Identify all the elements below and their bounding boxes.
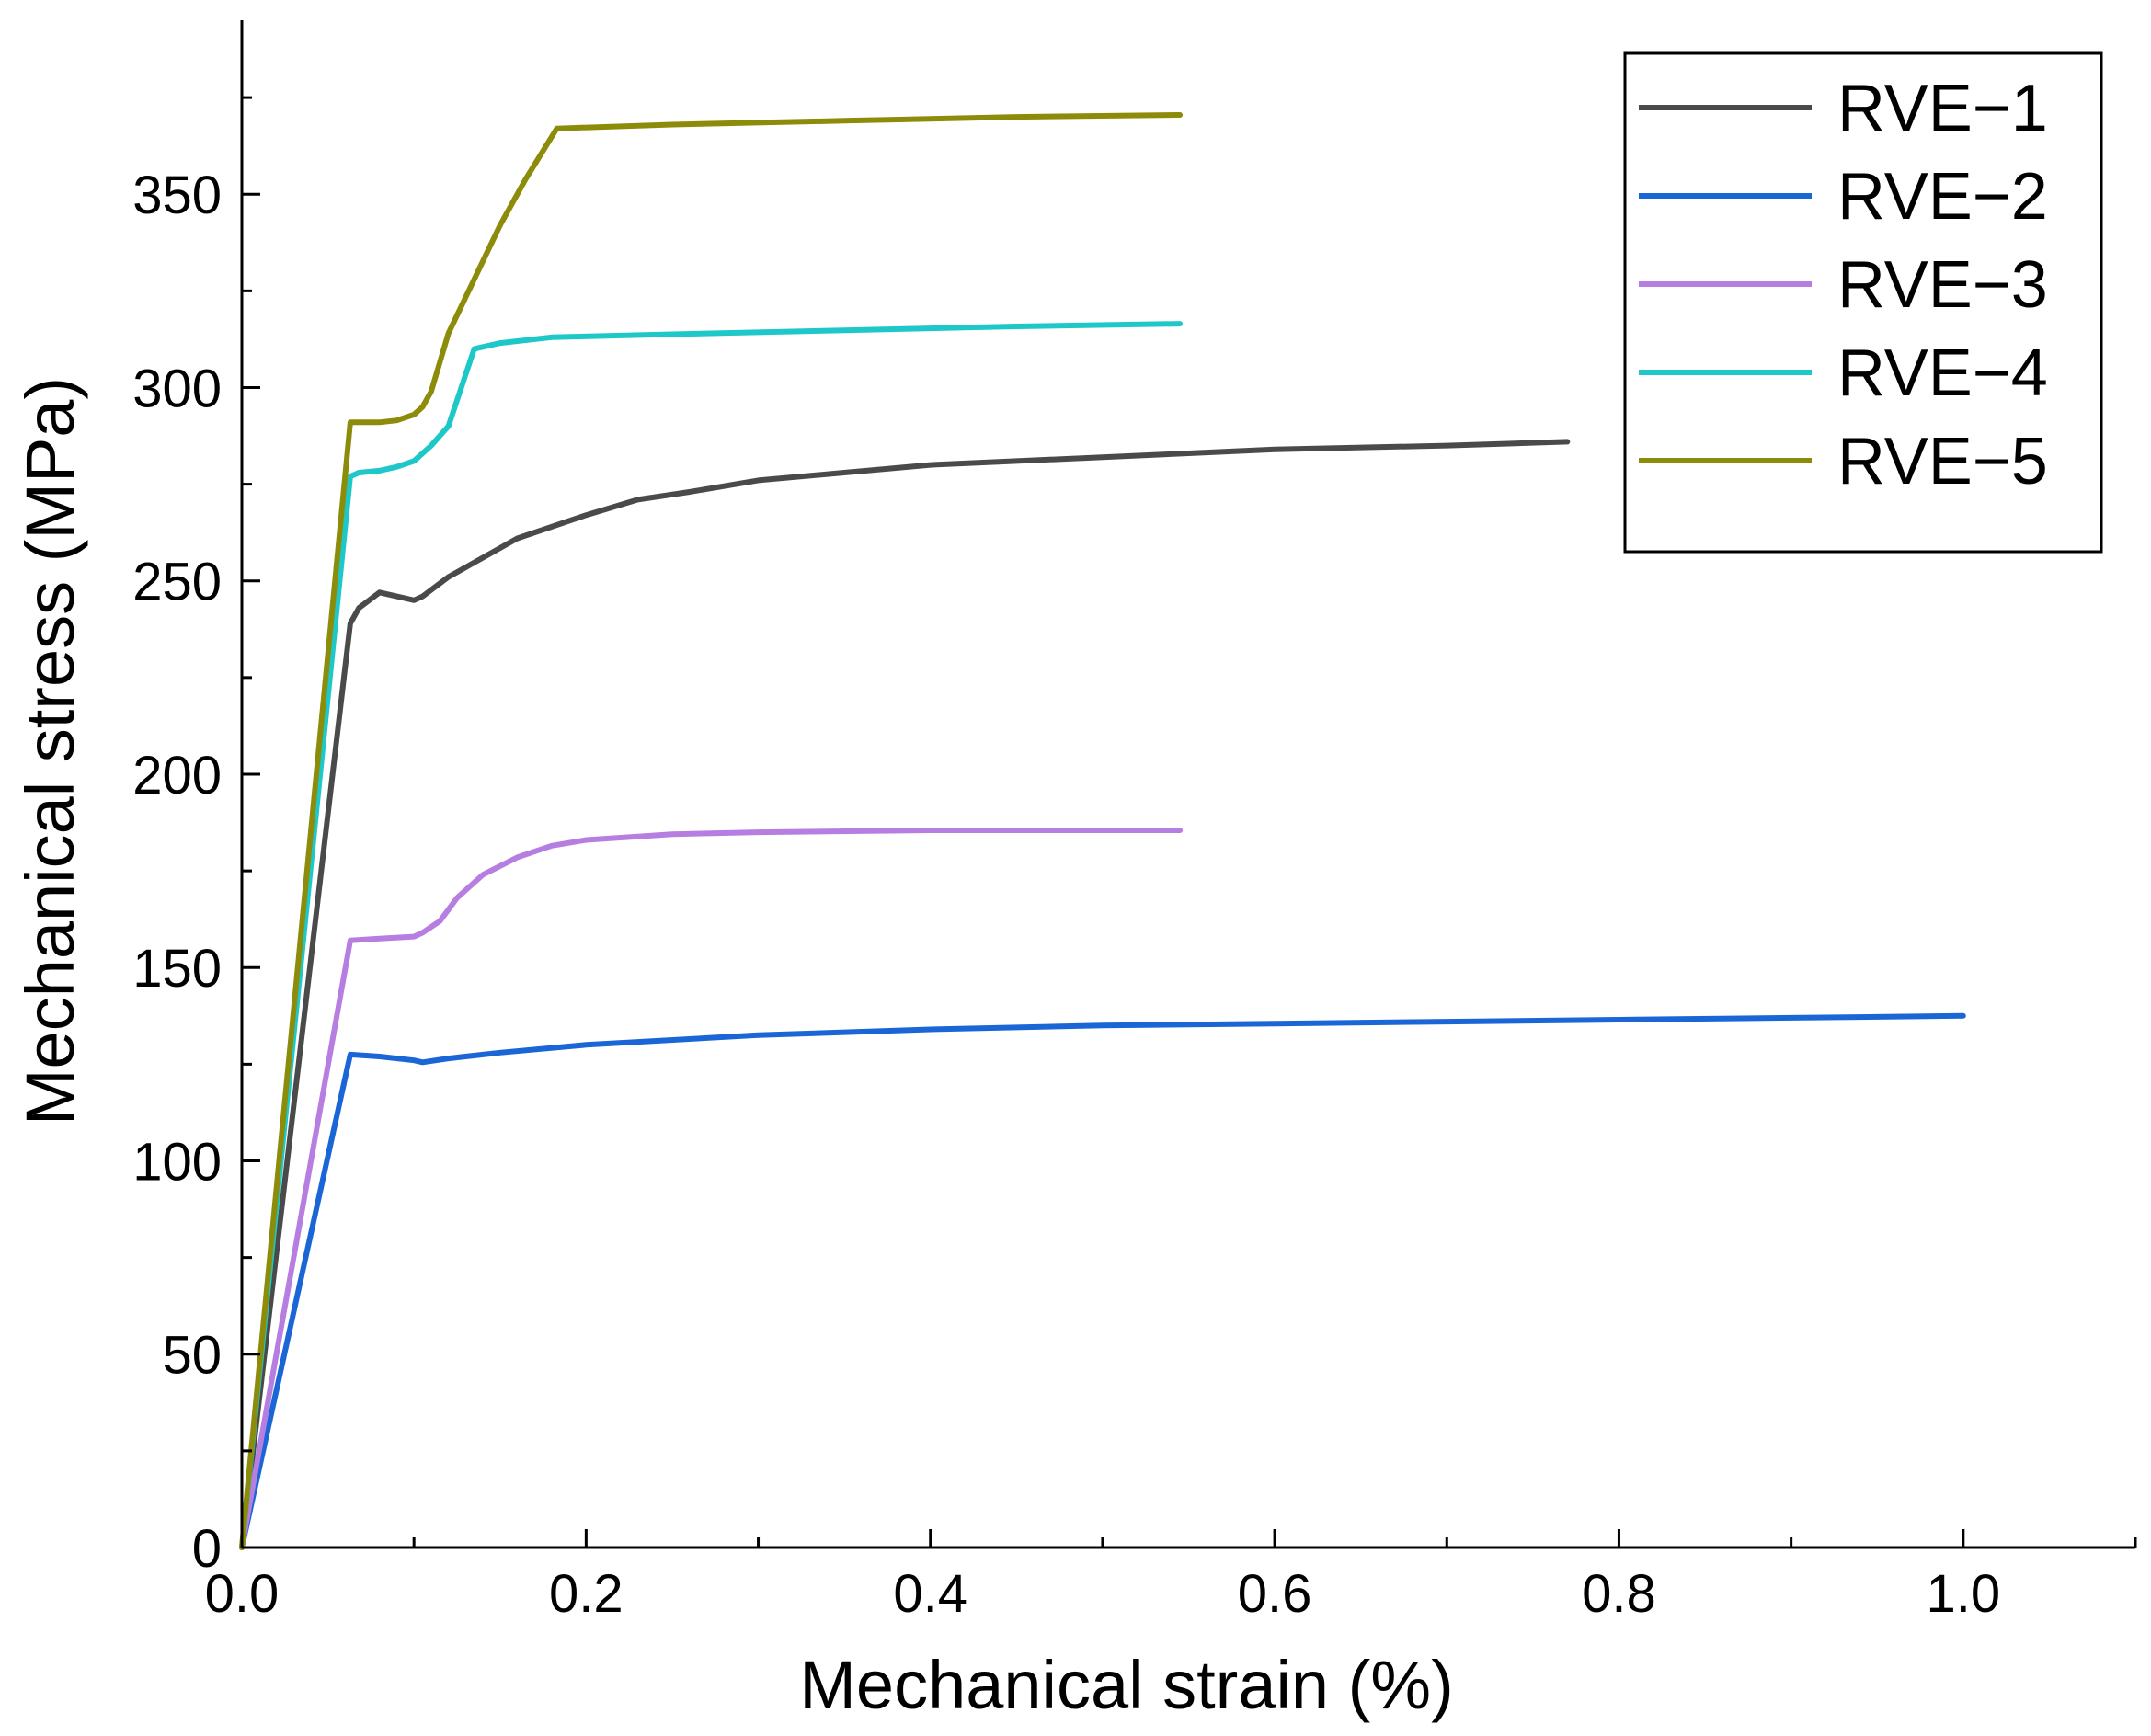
x-tick-label: 0.2 <box>549 1564 624 1624</box>
x-tick-label: 0.0 <box>205 1564 280 1624</box>
series-layer <box>239 112 1966 1550</box>
x-tick-label: 0.6 <box>1238 1564 1312 1624</box>
y-tick-label: 350 <box>132 166 222 225</box>
x-tick-label: 0.8 <box>1582 1564 1656 1624</box>
legend-label: RVE−4 <box>1837 337 2048 410</box>
legend-item: RVE−3 <box>1639 248 2048 322</box>
y-tick-label: 150 <box>132 939 222 999</box>
series-line-rve-2 <box>239 1012 1966 1550</box>
legend-label: RVE−5 <box>1837 425 2048 498</box>
legend-item: RVE−1 <box>1639 72 2048 145</box>
y-axis-title: Mechanical stress (MPa) <box>12 377 88 1125</box>
y-tick-label: 300 <box>132 359 222 418</box>
series-line-rve-5 <box>239 112 1184 1550</box>
series-line-rve-4 <box>239 321 1184 1550</box>
legend-label: RVE−1 <box>1837 72 2048 145</box>
legend-label: RVE−3 <box>1837 248 2048 322</box>
series-line-rve-3 <box>239 828 1184 1550</box>
legend-item: RVE−4 <box>1639 337 2048 410</box>
legend: RVE−1 RVE−2 RVE−3 RVE−4 RVE−5 <box>1623 51 2103 554</box>
x-tick-label: 0.4 <box>893 1564 967 1624</box>
legend-item: RVE−5 <box>1639 425 2048 498</box>
y-tick-label: 0 <box>192 1519 222 1579</box>
legend-label: RVE−2 <box>1837 160 2048 234</box>
legend-item: RVE−2 <box>1639 160 2048 234</box>
series-line-rve-1 <box>239 439 1571 1550</box>
y-tick-label: 50 <box>162 1326 222 1386</box>
x-tick-label: 1.0 <box>1926 1564 2000 1624</box>
x-axis-title: Mechanical strain (%) <box>799 1647 1453 1723</box>
y-tick-label: 250 <box>132 553 222 612</box>
legend-box <box>1623 51 2103 554</box>
axes-layer <box>240 20 2135 1549</box>
y-tick-label: 200 <box>132 746 222 805</box>
y-tick-label: 100 <box>132 1132 222 1192</box>
ticks-layer: 0.0 0.2 0.4 0.6 0.8 1.0 0 50 100 150 200 250 300 350 <box>132 96 2137 1624</box>
